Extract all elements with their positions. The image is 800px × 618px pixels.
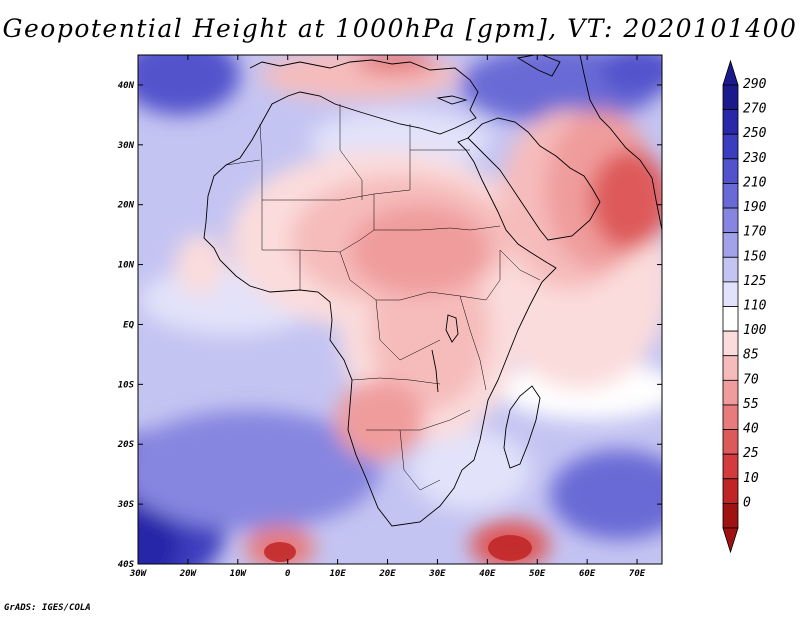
colorbar-label: 40	[743, 422, 759, 437]
lat-label: 30S	[117, 500, 135, 510]
borders	[225, 104, 541, 491]
colorbar-swatch	[722, 232, 739, 258]
colorbar-swatch	[722, 256, 739, 283]
colorbar-swatch	[722, 330, 739, 357]
lon-axis: 30W 20W 10W 0 10E 20E 30E 40E 50E 60E 70E	[129, 55, 646, 579]
colorbar-label: 210	[743, 175, 767, 190]
chart-title: Geopotential Height at 1000hPa [gpm], VT…	[2, 14, 798, 43]
height-field	[138, 55, 662, 564]
colorbar-label: 85	[743, 348, 759, 363]
colorbar-label: 110	[743, 299, 767, 314]
lat-label: 20N	[117, 201, 135, 211]
colorbar-label: 125	[743, 274, 767, 289]
lon-label: 30W	[129, 569, 148, 579]
colorbar-label: 70	[743, 372, 759, 387]
colorbar-swatch	[722, 355, 739, 381]
colorbar-label: 170	[743, 225, 767, 240]
colorbar-label: 10	[743, 471, 759, 486]
colorbar-label: 100	[743, 323, 767, 338]
lat-label: 10N	[118, 261, 135, 271]
lon-label: 70E	[629, 569, 646, 579]
colorbar-swatch	[722, 306, 739, 332]
lat-label: 40N	[118, 81, 135, 91]
lon-label: 10E	[329, 569, 346, 579]
map-frame	[137, 54, 663, 565]
colorbar-label: 150	[743, 249, 767, 264]
colorbar-label: 55	[743, 397, 759, 412]
lat-label: 20S	[117, 440, 135, 450]
colorbar-swatch	[722, 84, 739, 111]
lat-axis: 40N 30N 20N 10N EQ 10S 20S 30S 40S	[117, 81, 662, 570]
lon-label: 20W	[179, 569, 198, 579]
colorbar-swatch	[722, 453, 739, 480]
colorbar-swatch	[722, 379, 739, 406]
lon-label: 40E	[479, 569, 496, 579]
colorbar-label: 230	[743, 151, 767, 166]
colorbar-swatch	[722, 207, 739, 234]
colorbar-top-arrow	[722, 59, 739, 86]
lon-label: 10W	[230, 569, 248, 579]
colorbar: 2902702502302101901701501251101008570554…	[722, 59, 767, 554]
colorbar-label: 290	[743, 77, 767, 92]
lon-label: 0	[285, 569, 291, 579]
colorbar-swatch	[722, 109, 739, 135]
colorbar-swatch	[722, 429, 739, 455]
colorbar-swatch	[722, 158, 739, 184]
lon-label: 30E	[428, 569, 446, 579]
lon-label: 50E	[529, 569, 546, 579]
colorbar-label: 270	[743, 102, 767, 117]
colorbar-label: 250	[743, 126, 767, 141]
lat-label: 30N	[117, 141, 135, 151]
lon-label: 20E	[378, 569, 396, 579]
lon-label: 60E	[579, 569, 596, 579]
coastlines	[203, 55, 662, 527]
colorbar-swatch	[722, 404, 739, 430]
grads-credit: GrADS: IGES/COLA	[4, 603, 91, 613]
colorbar-label: 0	[743, 495, 751, 510]
colorbar-swatch	[722, 478, 739, 504]
colorbar-bottom-arrow	[722, 527, 739, 554]
colorbar-label: 190	[743, 200, 767, 215]
colorbar-swatch	[722, 183, 739, 209]
lat-label: EQ	[123, 320, 134, 330]
colorbar-label: 25	[743, 446, 759, 461]
colorbar-swatch	[722, 281, 739, 307]
lat-label: 10S	[118, 380, 135, 390]
colorbar-swatch	[722, 133, 739, 160]
colorbar-swatch	[722, 502, 739, 529]
lat-label: 40S	[118, 560, 135, 570]
